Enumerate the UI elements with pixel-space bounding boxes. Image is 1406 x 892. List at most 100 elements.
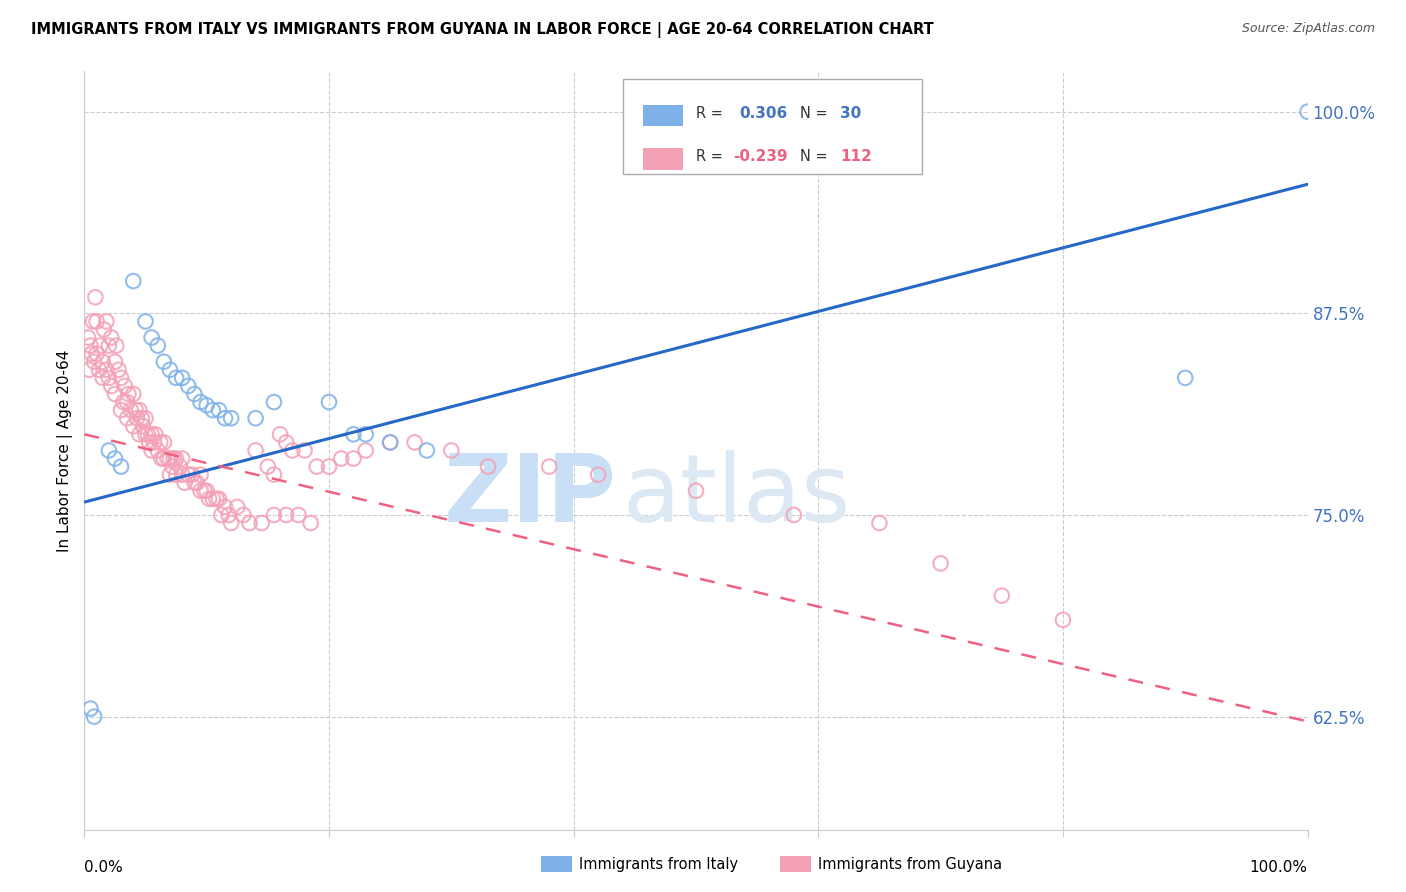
Y-axis label: In Labor Force | Age 20-64: In Labor Force | Age 20-64 [58,350,73,551]
Point [380,435,402,450]
Point [122,274,145,288]
Text: R =: R = [696,106,727,120]
Point [214,500,236,514]
Point [1052,613,1074,627]
Point [238,516,260,530]
Point [929,557,952,571]
Point [190,467,212,482]
Point [120,403,142,417]
Point [245,411,267,425]
Point [110,371,132,385]
Point [128,427,150,442]
Point [77,363,100,377]
Point [141,330,163,344]
Point [100,330,122,344]
Point [83,355,105,369]
Point [141,427,163,442]
Point [86,346,108,360]
Point [257,459,280,474]
Text: N =: N = [800,106,832,120]
Point [159,363,181,377]
Point [226,500,249,514]
Point [477,459,499,474]
Point [1296,104,1319,119]
Point [159,451,181,466]
Point [132,419,155,434]
Point [232,508,254,522]
Point [93,322,115,336]
Point [87,363,110,377]
Point [122,387,145,401]
Point [172,451,194,466]
Point [125,411,148,425]
FancyBboxPatch shape [644,105,682,126]
Point [186,475,208,490]
Point [190,395,212,409]
Text: 0.0%: 0.0% [84,860,124,875]
Point [208,403,231,417]
Point [869,516,891,530]
Point [305,459,328,474]
Point [138,435,160,450]
Point [380,435,402,450]
Point [153,435,176,450]
Point [146,338,169,352]
Text: 112: 112 [841,149,872,164]
Point [183,475,205,490]
Point [141,443,163,458]
Text: 100.0%: 100.0% [1250,860,1308,875]
Text: -0.239: -0.239 [733,149,787,164]
Point [91,371,114,385]
Point [172,467,194,482]
Point [84,290,107,304]
Point [114,379,136,393]
Point [219,516,242,530]
Point [80,346,103,360]
Point [89,338,111,352]
Point [1174,371,1197,385]
Point [201,403,224,417]
Point [112,395,135,409]
Point [190,483,212,498]
Point [219,411,242,425]
Point [135,427,157,442]
Point [100,379,122,393]
Point [105,338,128,352]
Point [208,491,231,506]
Point [115,395,138,409]
Point [416,443,439,458]
Point [122,419,145,434]
Point [218,508,240,522]
Point [195,483,218,498]
Point [97,338,120,352]
Point [91,355,114,369]
Point [201,491,224,506]
Point [169,459,191,474]
Point [177,379,200,393]
Text: Immigrants from Italy: Immigrants from Italy [579,857,738,871]
Point [209,508,232,522]
Point [269,427,291,442]
Point [135,411,157,425]
Point [82,314,104,328]
Point [342,427,364,442]
Point [165,371,187,385]
Point [281,443,304,458]
Point [143,427,166,442]
Text: Source: ZipAtlas.com: Source: ZipAtlas.com [1241,22,1375,36]
Point [318,395,340,409]
Point [79,701,101,715]
Point [195,398,218,412]
Text: 0.306: 0.306 [738,106,787,120]
Point [136,427,159,442]
Text: atlas: atlas [623,450,851,542]
Point [177,467,200,482]
Text: ZIP: ZIP [443,450,616,542]
Point [96,363,118,377]
FancyBboxPatch shape [644,148,682,169]
Point [193,483,215,498]
Point [77,330,100,344]
Point [263,395,285,409]
Point [115,411,138,425]
Point [685,483,707,498]
